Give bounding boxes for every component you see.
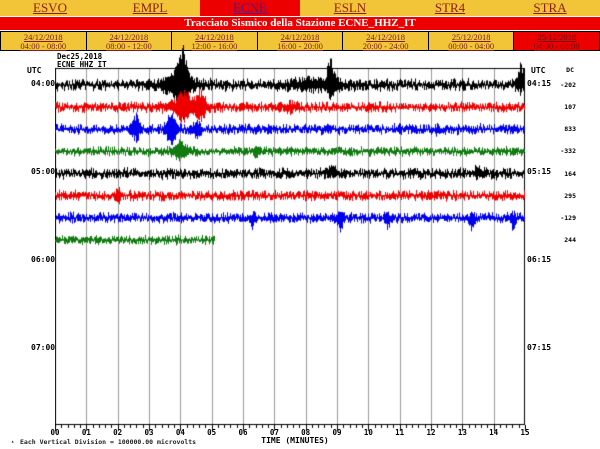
x-tick-label: 11 (395, 428, 405, 437)
x-tick-label: 12 (426, 428, 436, 437)
station-link[interactable]: STR4 (434, 0, 466, 15)
x-tick-label: 07 (269, 428, 279, 437)
date-tab-7[interactable]: 25/12/2018 04:00 - 08:00 (514, 31, 600, 51)
station-link[interactable]: ESVO (33, 0, 67, 15)
dc-offset-value: -129 (560, 214, 576, 222)
station-link[interactable]: EMPL (132, 0, 168, 15)
dc-offset-value: 833 (564, 125, 576, 133)
dc-offset-value: -332 (560, 147, 576, 155)
hour-label-left: 07:00 (31, 343, 56, 352)
x-tick-label: 13 (457, 428, 467, 437)
x-tick-label: 09 (332, 428, 342, 437)
date-tab-date[interactable]: 24/12/2018 (366, 32, 405, 42)
x-tick-label: 06 (238, 428, 248, 437)
station-tab-stra[interactable]: STRA (500, 0, 600, 16)
date-tab-date[interactable]: 24/12/2018 (280, 32, 320, 42)
dc-offset-value: -202 (560, 81, 576, 89)
hour-label-left: 05:00 (31, 167, 56, 176)
date-tab-date[interactable]: 25/12/2018 (451, 32, 491, 42)
x-tick-label: 03 (144, 428, 154, 437)
x-tick-label: 14 (489, 428, 499, 437)
station-link[interactable]: ESLN (333, 0, 367, 15)
seismogram-canvas (55, 45, 526, 440)
station-tab-empl[interactable]: EMPL (100, 0, 200, 16)
station-link[interactable]: ECNE (233, 0, 267, 15)
hour-label-left: 04:00 (31, 79, 56, 88)
page-title: Tracciato Sismico della Stazione ECNE_HH… (0, 17, 600, 30)
hour-label-right: 04:15 (527, 79, 552, 88)
station-nav: ESVO EMPL ECNE ESLN STR4 STRA (0, 0, 600, 16)
date-tab-date[interactable]: 24/12/2018 (109, 32, 149, 42)
station-tab-esln[interactable]: ESLN (300, 0, 400, 16)
date-tab-date[interactable]: 24/12/2018 (23, 32, 63, 42)
dc-offset-value: 164 (564, 170, 576, 178)
station-tab-ecne[interactable]: ECNE (200, 0, 300, 16)
x-tick-label: 05 (207, 428, 217, 437)
hour-label-right: 05:15 (527, 167, 552, 176)
x-tick-label: 15 (520, 428, 530, 437)
date-tab-hours[interactable]: 04:00 - 08:00 (20, 41, 67, 51)
scale-marker-icon: ▴ (11, 439, 15, 445)
dc-column-header: DC (566, 66, 574, 74)
x-axis-title: TIME (MINUTES) (261, 436, 329, 445)
x-tick-label: 04 (175, 428, 185, 437)
station-tab-esvo[interactable]: ESVO (0, 0, 100, 16)
date-tab-date[interactable]: 24/12/2018 (195, 32, 234, 42)
x-tick-label: 08 (301, 428, 311, 437)
x-tick-label: 10 (363, 428, 373, 437)
utc-label-left: UTC (27, 66, 42, 75)
x-tick-label: 02 (113, 428, 123, 437)
x-tick-label: 01 (81, 428, 91, 437)
hour-label-right: 07:15 (527, 343, 552, 352)
x-tick-label: 00 (50, 428, 60, 437)
utc-label-right: UTC (531, 66, 546, 75)
station-link[interactable]: STRA (533, 0, 567, 15)
dc-offset-value: 107 (564, 103, 576, 111)
date-tab-hours[interactable]: 04:00 - 08:00 (533, 41, 580, 51)
dc-offset-value: 295 (564, 192, 576, 200)
hour-label-right: 06:15 (527, 255, 552, 264)
date-tab-date[interactable]: 25/12/2018 (537, 32, 577, 42)
vertical-division-note: Each Vertical Division = 100000.00 micro… (20, 438, 197, 446)
dc-offset-value: 244 (564, 236, 576, 244)
station-tab-str4[interactable]: STR4 (400, 0, 500, 16)
hour-label-left: 06:00 (31, 255, 56, 264)
